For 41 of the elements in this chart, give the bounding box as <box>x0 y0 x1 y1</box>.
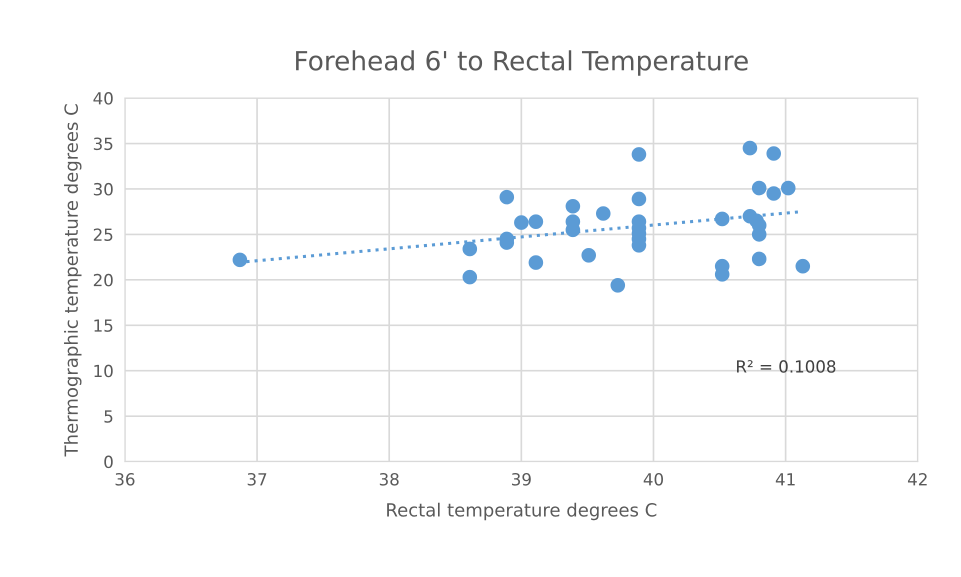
y-tick-label: 25 <box>94 228 112 241</box>
point <box>500 190 514 204</box>
point <box>632 192 646 206</box>
x-tick-label: 37 <box>248 473 266 486</box>
y-tick-label: 0 <box>104 456 113 468</box>
point <box>528 255 544 270</box>
point <box>528 214 544 229</box>
x-tick-label: 36 <box>116 473 134 486</box>
x-tick-label: 42 <box>908 473 927 486</box>
point <box>462 270 478 284</box>
point <box>514 215 529 230</box>
point <box>596 206 611 221</box>
point <box>714 212 730 226</box>
point <box>610 278 626 293</box>
point <box>796 258 810 274</box>
y-tick-label: 20 <box>94 274 113 286</box>
point <box>766 186 782 201</box>
point <box>742 140 758 156</box>
point <box>232 252 248 268</box>
x-tick-label: 38 <box>380 473 399 486</box>
x-tick-label: 41 <box>776 473 795 486</box>
y-tick-label: 40 <box>93 92 113 105</box>
point <box>752 252 766 266</box>
point <box>462 242 478 256</box>
y-tick-label: 10 <box>94 364 113 378</box>
point <box>752 180 766 196</box>
y-axis-title: Thermographic temperature degrees C <box>64 104 82 456</box>
point <box>632 147 646 162</box>
chart-title: Forehead 6' to Rectal Temperature <box>296 50 748 76</box>
x-tick-label: 39 <box>512 473 531 486</box>
y-tick-label: 35 <box>94 137 112 150</box>
point <box>766 146 782 161</box>
x-axis-title: Rectal temperature degrees C <box>387 502 656 520</box>
point <box>566 198 580 214</box>
point <box>581 248 596 263</box>
annotation: R² = 0.1008 <box>737 360 836 373</box>
y-tick-label: 5 <box>104 410 112 423</box>
y-tick-label: 15 <box>94 319 112 332</box>
point <box>780 180 796 196</box>
x-tick-label: 40 <box>644 473 663 486</box>
y-tick-label: 30 <box>94 182 113 196</box>
